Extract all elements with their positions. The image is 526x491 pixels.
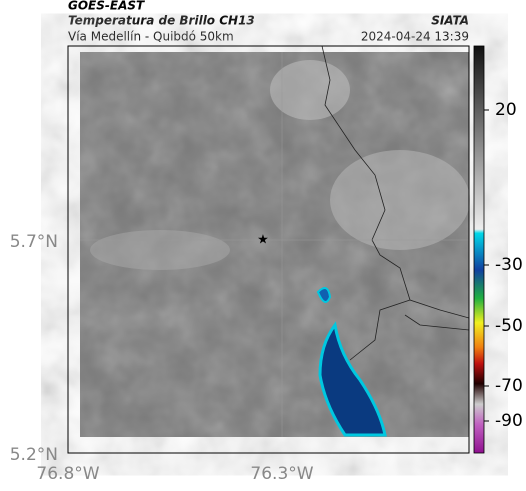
lat-label: 5.7°N [10,232,58,252]
datetime: 2024-04-24 13:39 [361,30,469,44]
colorbar-tick-label: 20 [495,100,517,120]
product: Temperatura de Brillo CH13 [68,14,255,28]
colorbar [473,45,485,454]
colorbar-tick-label: -90 [495,411,523,431]
lon-label: 76.8°W [36,464,99,484]
colorbar-tick-label: -30 [495,255,523,275]
lat-label: 5.2°N [10,445,58,465]
colorbar-ticks: 20 -30 -50 -70 -90 [484,100,523,431]
colorbar-tick-label: -70 [495,376,523,396]
source: GOES-EAST [68,0,145,13]
lon-label: 76.3°W [250,464,313,484]
city-marker: ★ [257,233,269,248]
map: ★ [67,45,470,454]
org: SIATA [431,14,469,28]
colorbar-tick-label: -50 [495,316,523,336]
region: Vía Medellín - Quibdó 50km [68,30,234,44]
